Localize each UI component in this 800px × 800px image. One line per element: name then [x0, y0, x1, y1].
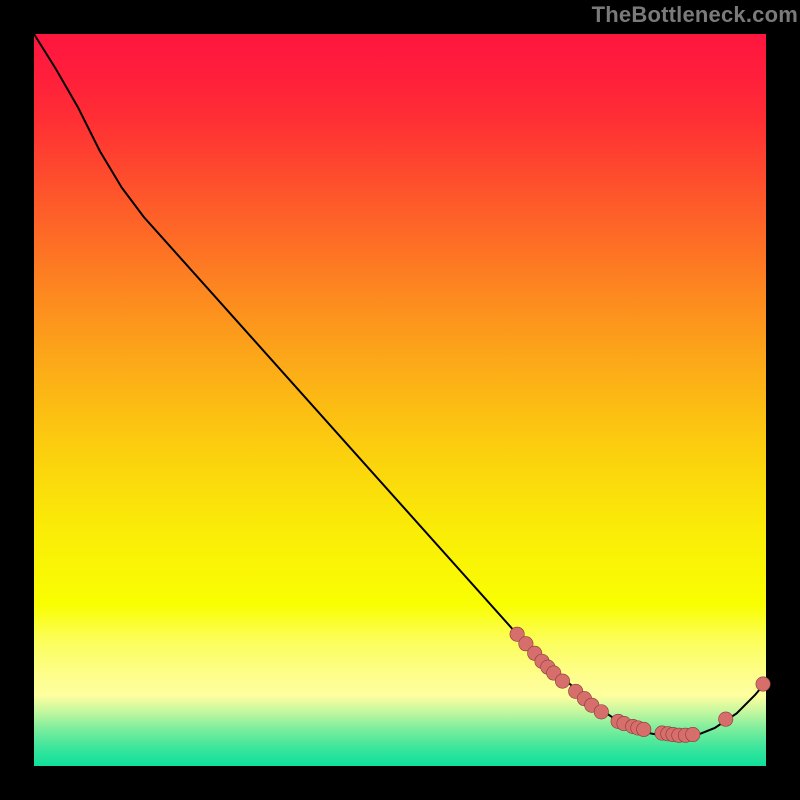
data-marker	[637, 722, 651, 736]
watermark-text: TheBottleneck.com	[592, 2, 798, 28]
plot-svg-layer	[34, 34, 766, 766]
data-marker	[756, 677, 770, 691]
data-marker	[719, 712, 733, 726]
marker-group	[510, 627, 770, 742]
data-marker	[594, 705, 608, 719]
chart-frame: TheBottleneck.com	[0, 0, 800, 800]
plot-area	[34, 34, 766, 766]
data-marker	[555, 674, 569, 688]
bottleneck-curve-line	[34, 34, 766, 737]
data-marker	[686, 727, 700, 741]
